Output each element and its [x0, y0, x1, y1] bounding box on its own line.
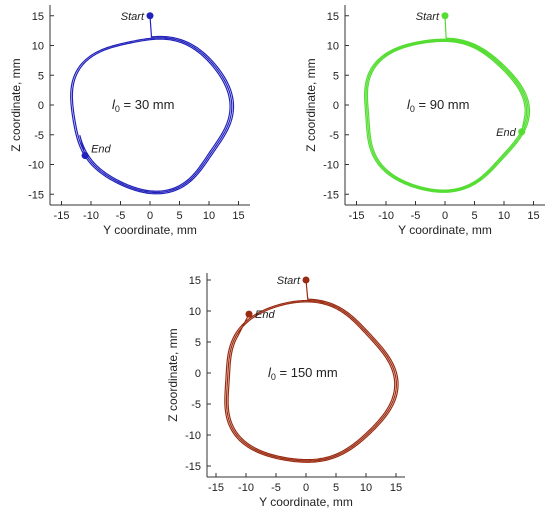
y-tick-label: 5 — [333, 70, 339, 82]
y-tick-label: 10 — [189, 306, 201, 318]
x-tick-label: -15 — [208, 482, 224, 494]
panel-label: l0 = 30 mm — [112, 97, 174, 114]
end-label: End — [496, 127, 516, 139]
y-tick-label: 15 — [189, 275, 201, 287]
x-tick-label: -10 — [83, 210, 99, 222]
y-tick-label: -15 — [323, 189, 339, 201]
x-tick-label: -5 — [116, 210, 126, 222]
x-tick-label: -15 — [349, 210, 365, 222]
x-tick-label: 5 — [176, 210, 182, 222]
x-tick-label: -15 — [54, 210, 70, 222]
x-tick-label: 5 — [471, 210, 477, 222]
panel-label-subscript: 0 — [410, 104, 415, 114]
y-tick-label: -10 — [185, 430, 201, 442]
start-label: Start — [121, 11, 145, 23]
panel-label: l0 = 150 mm — [268, 365, 338, 382]
y-tick-label: 5 — [195, 337, 201, 349]
y-axis-title: Z coordinate, mm — [304, 58, 318, 151]
x-axis-title: Y coordinate, mm — [398, 223, 492, 237]
y-tick-label: 0 — [38, 100, 44, 112]
y-tick-label: 15 — [32, 11, 44, 23]
x-tick-label: 5 — [333, 482, 339, 494]
panel-l0-150: -15 -10 -5 0 5 10 15 -15 -10 -5 0 5 10 15 Y coordinate… — [166, 273, 405, 509]
x-tick-label: -10 — [238, 482, 254, 494]
panel-l0-90: -15 -10 -5 0 5 10 15 -15 -10 -5 0 5 10 15 Y coordinate… — [304, 5, 545, 237]
start-point — [441, 12, 449, 20]
x-tick-label: 10 — [498, 210, 510, 222]
end-point — [518, 128, 526, 136]
x-tick-label: 15 — [390, 482, 402, 494]
x-tick-label: 10 — [203, 210, 215, 222]
panel-label-symbol: l — [268, 365, 272, 380]
trajectory-line — [70, 15, 235, 195]
y-tick-label: -10 — [323, 160, 339, 172]
x-tick-label: 0 — [442, 210, 448, 222]
y-tick-label: -15 — [28, 189, 44, 201]
panel-label-value: = 90 mm — [415, 97, 470, 112]
y-tick-label: 0 — [333, 100, 339, 112]
end-label: End — [91, 144, 111, 156]
y-tick-label: -5 — [191, 399, 201, 411]
end-point — [245, 310, 253, 318]
y-tick-label: 5 — [38, 70, 44, 82]
start-label: Start — [277, 275, 301, 287]
x-tick-label: 0 — [303, 482, 309, 494]
start-label: Start — [416, 11, 440, 23]
y-axis-title: Z coordinate, mm — [9, 58, 23, 151]
y-tick-label: -5 — [34, 130, 44, 142]
y-tick-label: -10 — [28, 160, 44, 172]
start-point — [146, 12, 154, 20]
end-point — [81, 152, 89, 160]
trajectory-line — [364, 15, 531, 193]
x-tick-label: 0 — [147, 210, 153, 222]
y-tick-label: 10 — [327, 41, 339, 53]
x-tick-label: 15 — [527, 210, 539, 222]
y-axis-title: Z coordinate, mm — [166, 328, 180, 421]
y-tick-label: -5 — [329, 130, 339, 142]
y-tick-label: -15 — [185, 461, 201, 473]
y-tick-label: 0 — [195, 368, 201, 380]
end-label: End — [255, 309, 275, 321]
panel-label-symbol: l — [112, 97, 116, 112]
start-point — [302, 276, 310, 284]
x-tick-label: 10 — [360, 482, 372, 494]
panel-label-subscript: 0 — [271, 372, 276, 382]
trajectory-line — [224, 279, 399, 463]
x-axis-title: Y coordinate, mm — [103, 223, 197, 237]
y-tick-label: 15 — [327, 11, 339, 23]
panel-label-value: = 30 mm — [120, 97, 175, 112]
y-tick-label: 10 — [32, 41, 44, 53]
x-tick-label: -10 — [378, 210, 394, 222]
panel-l0-30: -15 -10 -5 0 5 10 15 -15 -10 -5 0 5 10 15 Y coordinate… — [9, 5, 250, 237]
panel-label-subscript: 0 — [115, 104, 120, 114]
panel-label-symbol: l — [407, 97, 411, 112]
panel-label-value: = 150 mm — [276, 365, 338, 380]
x-tick-label: -5 — [271, 482, 281, 494]
panel-label: l0 = 90 mm — [407, 97, 469, 114]
x-tick-label: 15 — [232, 210, 244, 222]
x-tick-label: -5 — [411, 210, 421, 222]
x-axis-title: Y coordinate, mm — [259, 495, 353, 509]
